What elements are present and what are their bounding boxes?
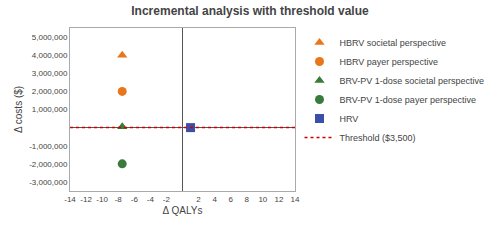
- svg-text:5,000,000: 5,000,000: [32, 33, 68, 42]
- svg-text:-8: -8: [115, 195, 123, 204]
- svg-text:2: 2: [196, 195, 201, 204]
- svg-text:-2,000,000: -2,000,000: [29, 160, 68, 169]
- svg-text:14: 14: [291, 195, 300, 204]
- svg-text:-2: -2: [163, 195, 171, 204]
- svg-text:Δ QALYs: Δ QALYs: [163, 205, 203, 216]
- svg-text:1,000,000: 1,000,000: [32, 105, 68, 114]
- svg-text:3,000,000: 3,000,000: [32, 69, 68, 78]
- svg-text:-12: -12: [80, 195, 92, 204]
- svg-text:HBRV societal perspective: HBRV societal perspective: [340, 38, 446, 48]
- svg-text:HBRV payer perspective: HBRV payer perspective: [340, 57, 438, 67]
- svg-text:-4: -4: [147, 195, 155, 204]
- svg-text:4: 4: [212, 195, 217, 204]
- svg-text:-3,000,000: -3,000,000: [29, 178, 68, 187]
- svg-text:-1,000,000: -1,000,000: [29, 142, 68, 151]
- svg-text:-14: -14: [64, 195, 76, 204]
- svg-text:-6: -6: [131, 195, 139, 204]
- svg-text:Incremental analysis with thre: Incremental analysis with threshold valu…: [131, 4, 369, 18]
- svg-text:10: 10: [258, 195, 267, 204]
- svg-text:HRV: HRV: [340, 114, 359, 124]
- svg-text:12: 12: [274, 195, 283, 204]
- svg-text:8: 8: [245, 195, 250, 204]
- svg-text:6: 6: [228, 195, 233, 204]
- svg-text:4,000,000: 4,000,000: [32, 51, 68, 60]
- svg-text:-10: -10: [96, 195, 108, 204]
- svg-text:Threshold ($3,500): Threshold ($3,500): [340, 133, 416, 143]
- svg-text:2,000,000: 2,000,000: [32, 87, 68, 96]
- svg-text:BRV-PV 1-dose societal perspec: BRV-PV 1-dose societal perspective: [340, 76, 484, 86]
- svg-text:BRV-PV 1-dose payer perspectiv: BRV-PV 1-dose payer perspective: [340, 95, 476, 105]
- svg-text:Δ costs ($): Δ costs ($): [13, 86, 24, 133]
